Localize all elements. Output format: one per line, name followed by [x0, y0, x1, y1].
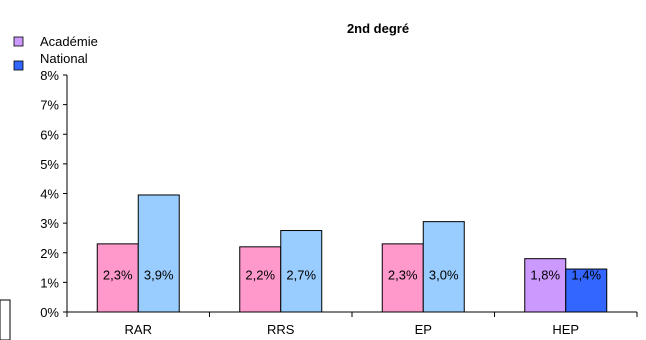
y-tick-label: 4% — [40, 187, 59, 202]
x-tick-label: HEP — [552, 322, 579, 337]
y-tick-label: 2% — [40, 246, 59, 261]
bar-acadmie-ep — [381, 243, 424, 313]
x-tick-label: RRS — [267, 322, 295, 337]
y-tick-label: 8% — [40, 68, 59, 83]
y-tick-label: 1% — [40, 275, 59, 290]
bar-data-label: 2,3% — [103, 267, 133, 282]
bar-national-rar — [137, 194, 180, 313]
bar-data-label: 3,9% — [144, 267, 174, 282]
bar-acadmie-rrs — [239, 246, 282, 313]
bar-data-label: 3,0% — [429, 267, 459, 282]
bar-data-label: 2,7% — [286, 267, 316, 282]
bar-data-label: 1,4% — [571, 267, 601, 282]
legend: Académie National — [13, 34, 98, 71]
bar-data-label: 1,8% — [530, 267, 560, 282]
legend-label-academie: Académie — [40, 34, 98, 49]
y-axis: 0% 1% 2% 3% 4% 5% 6% 7% 8% — [40, 68, 68, 320]
x-tick-label: EP — [415, 322, 432, 337]
legend-swatch-academie — [13, 36, 24, 47]
bar-national-ep — [422, 221, 465, 313]
bar-data-label: 2,2% — [245, 267, 275, 282]
y-tick-label: 0% — [40, 305, 59, 320]
bar-national-hep — [565, 268, 608, 313]
bar-data-label: 2,3% — [388, 267, 418, 282]
x-axis: RAR RRS EP HEP — [66, 311, 638, 337]
y-tick-label: 5% — [40, 157, 59, 172]
bar-acadmie-hep — [524, 258, 567, 313]
bars: 2,3% 3,9% 2,2% 2,7% 2,3% 3,0% 1,8% 1,4% — [96, 194, 608, 313]
partial-box — [0, 299, 11, 340]
y-tick-label: 7% — [40, 98, 59, 113]
x-tick-label: RAR — [125, 322, 152, 337]
legend-label-national: National — [40, 51, 88, 66]
chart-title: 2nd degré — [347, 21, 409, 36]
y-tick-label: 6% — [40, 127, 59, 142]
y-tick-label: 3% — [40, 216, 59, 231]
legend-swatch-national — [13, 60, 24, 71]
